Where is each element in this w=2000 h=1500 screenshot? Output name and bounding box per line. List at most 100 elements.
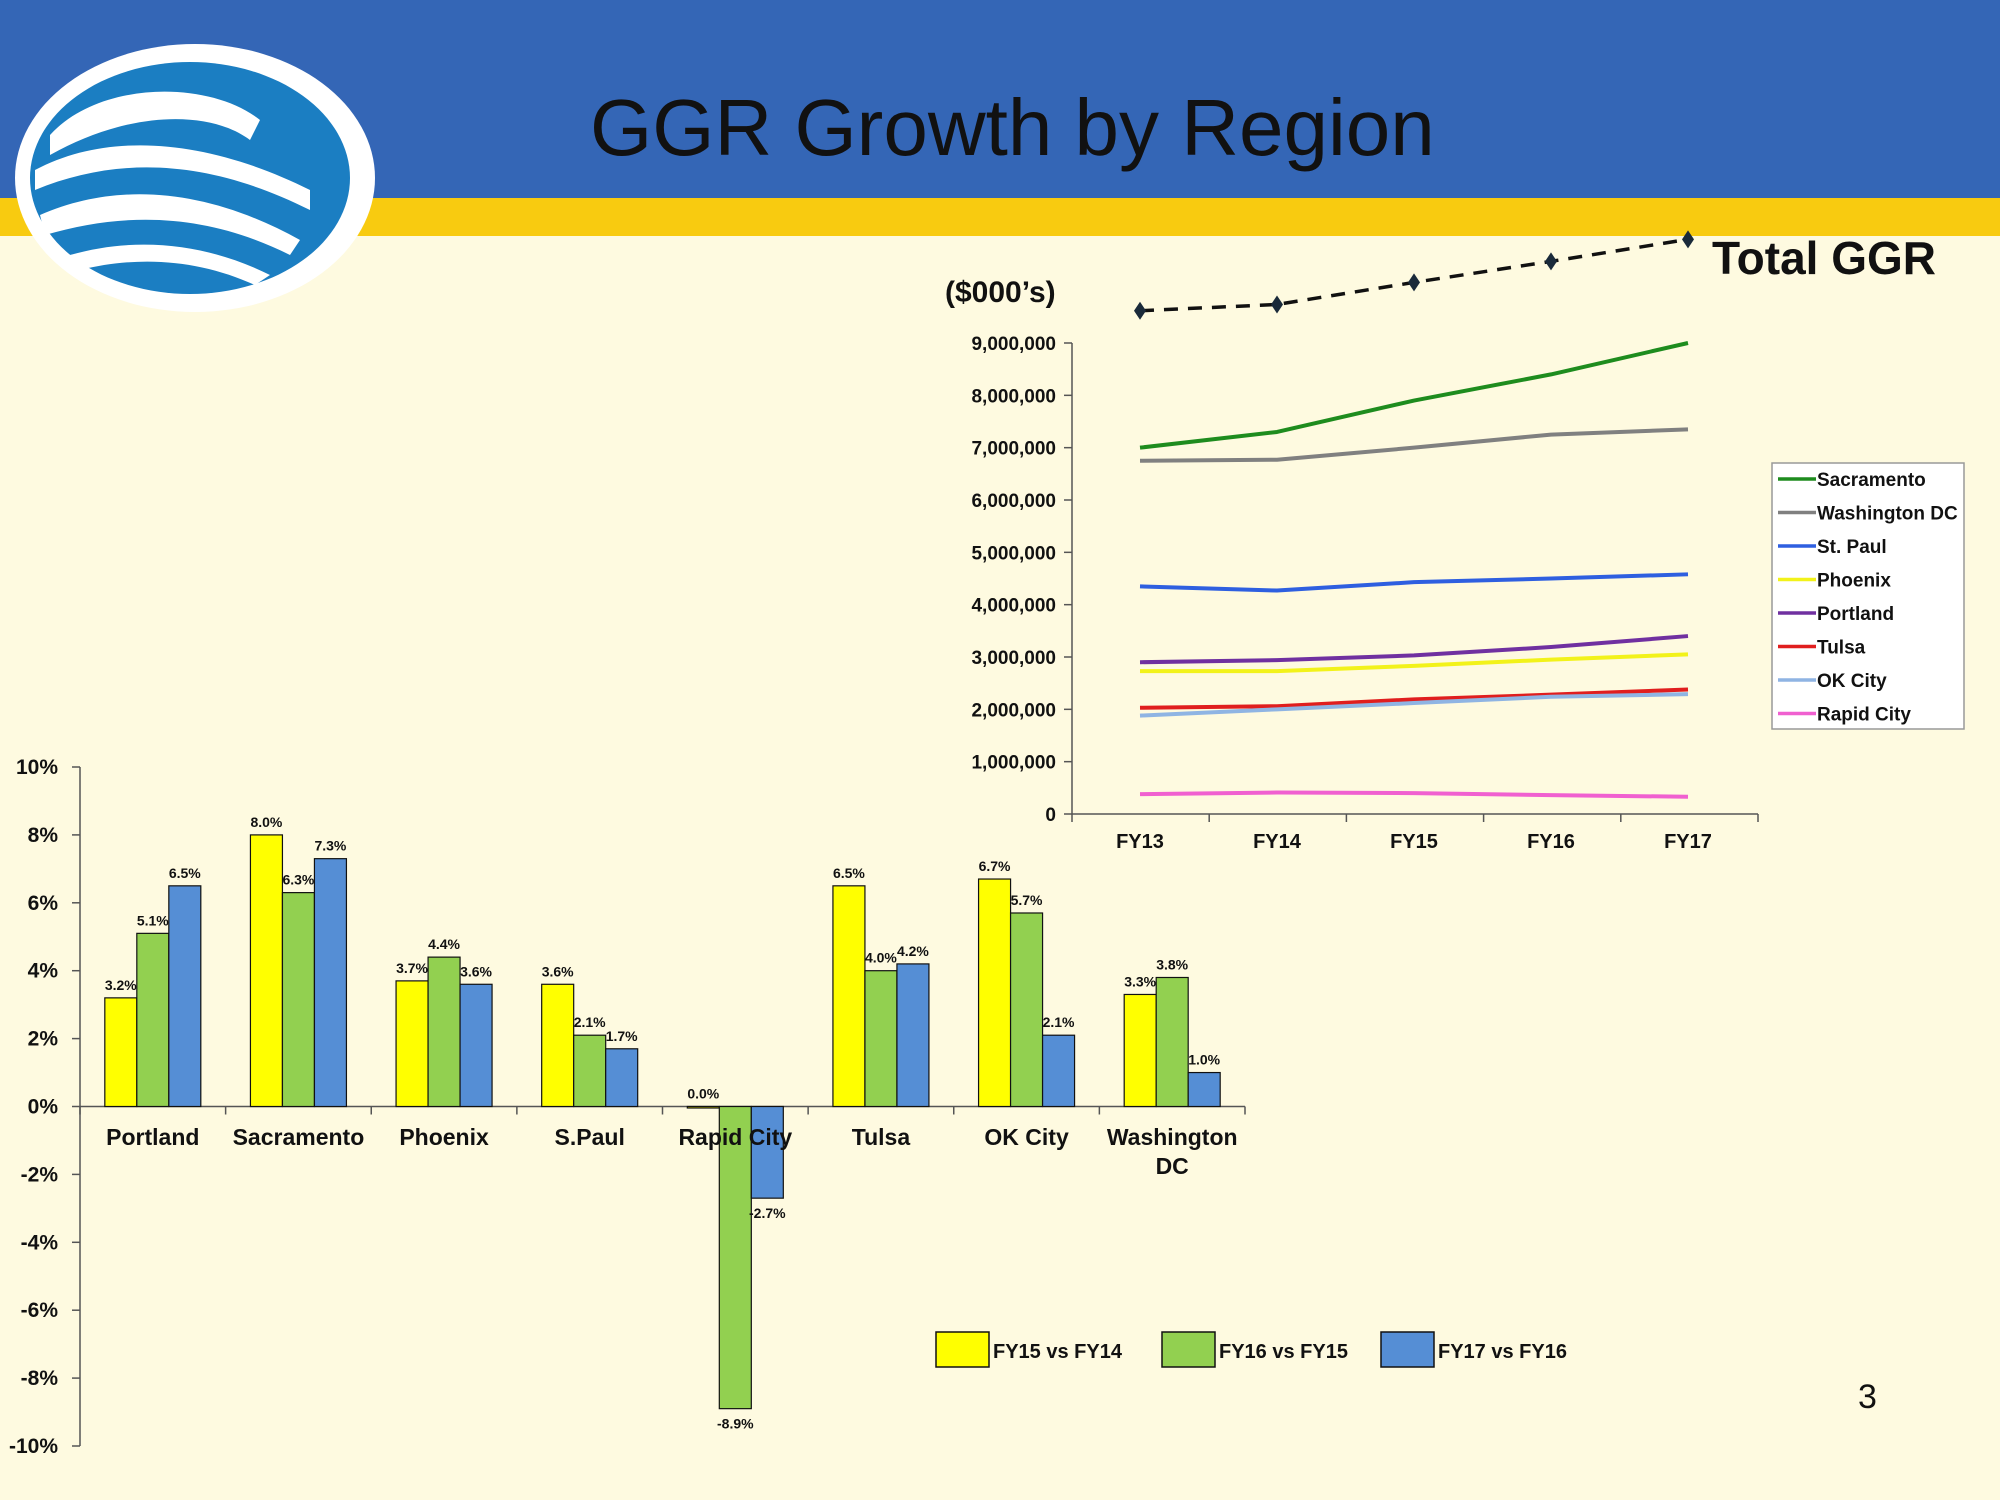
bar-data-label: 6.5%	[833, 865, 865, 881]
line-y-tick-label: 5,000,000	[971, 543, 1056, 564]
line-x-tick-label: FY15	[1390, 831, 1438, 853]
bar-data-label: 3.6%	[460, 963, 492, 979]
bar-data-label: 8.0%	[250, 814, 282, 830]
line-x-tick-label: FY13	[1116, 831, 1164, 853]
total-ggr-line-chart: 0 1,000,000 2,000,000 3,000,000 4,000,000 5,0…	[945, 230, 1965, 853]
bar-data-label: -8.9%	[717, 1416, 754, 1432]
line-y-tick-label: 9,000,000	[971, 334, 1056, 355]
bar-data-label: 1.0%	[1188, 1052, 1220, 1068]
bar-data-label: 3.8%	[1156, 956, 1188, 972]
line-y-tick-label: 8,000,000	[971, 386, 1056, 407]
bar-data-label: 2.1%	[574, 1014, 606, 1030]
bar-data-label: 4.4%	[428, 936, 460, 952]
bar-washington-dc-fy17-vs-fy16	[1187, 1071, 1221, 1108]
bar-data-label: -2.7%	[749, 1205, 786, 1221]
line-legend-label-phoenix: Phoenix	[1817, 571, 1891, 592]
bar-legend-label-fy15-vs-fy14: FY15 vs FY14	[993, 1341, 1123, 1363]
bar-s-paul-fy16-vs-fy15	[573, 1034, 607, 1108]
bar-data-label: 2.1%	[1043, 1014, 1075, 1030]
series-line-portland	[1139, 634, 1689, 665]
bar-portland-fy16-vs-fy15	[136, 932, 170, 1108]
bar-y-tick-label: 4%	[28, 960, 59, 983]
line-x-tick-label: FY17	[1664, 831, 1712, 853]
bar-data-label: 3.2%	[105, 977, 137, 993]
line-legend-label-rapid-city: Rapid City	[1817, 705, 1911, 726]
bar-data-label: 4.0%	[865, 950, 897, 966]
bar-data-label: 3.6%	[542, 963, 574, 979]
bar-rapid-city-fy17-vs-fy16	[750, 1105, 784, 1199]
bar-y-tick-label: 0%	[28, 1096, 59, 1119]
bar-data-label: 6.7%	[979, 858, 1011, 874]
bar-category-label: Rapid City	[678, 1124, 792, 1150]
bar-data-label: 5.7%	[1011, 892, 1043, 908]
series-line-tulsa	[1139, 687, 1689, 710]
line-legend-label-sacramento: Sacramento	[1817, 470, 1926, 491]
line-y-tick-label: 1,000,000	[971, 753, 1056, 774]
slide-title: GGR Growth by Region	[590, 83, 1435, 172]
series-line-rapid-city	[1139, 790, 1689, 799]
bar-y-tick-label: 2%	[28, 1028, 59, 1051]
bar-y-tick-label: 10%	[16, 756, 58, 779]
line-y-tick-label: 6,000,000	[971, 491, 1056, 512]
bar-category-label: Portland	[106, 1124, 199, 1150]
line-legend-label-ok-city: OK City	[1817, 671, 1887, 692]
bar-legend-label-fy16-vs-fy15: FY16 vs FY15	[1219, 1341, 1348, 1363]
series-line-washington-dc	[1139, 427, 1689, 463]
total-ggr-marker	[1682, 230, 1694, 249]
bar-category-label: Phoenix	[399, 1124, 489, 1150]
bar-ok-city-fy17-vs-fy16	[1041, 1034, 1076, 1108]
bar-ok-city-fy16-vs-fy15	[1009, 912, 1044, 1108]
line-y-tick-label: 3,000,000	[971, 648, 1056, 669]
bar-category-label: DC	[1156, 1153, 1189, 1179]
series-line-st-paul	[1139, 572, 1689, 593]
bar-data-label: 0.0%	[687, 1086, 719, 1102]
total-ggr-marker	[1271, 295, 1283, 314]
bar-portland-fy15-vs-fy14	[104, 997, 138, 1108]
line-y-tick-label: 0	[1045, 805, 1056, 826]
line-y-tick-label: 7,000,000	[971, 439, 1056, 460]
bar-tulsa-fy16-vs-fy15	[864, 970, 898, 1108]
bar-data-label: 6.3%	[282, 872, 314, 888]
bar-data-label: 3.3%	[1124, 973, 1156, 989]
bar-legend-label-fy17-vs-fy16: FY17 vs FY16	[1438, 1341, 1567, 1363]
line-y-axis-label: ($000’s)	[945, 276, 1056, 309]
total-ggr-marker	[1408, 273, 1420, 292]
bar-y-tick-label: -2%	[21, 1163, 59, 1186]
bar-tulsa-fy15-vs-fy14	[832, 885, 866, 1108]
bar-sacramento-fy15-vs-fy14	[249, 834, 284, 1108]
bar-data-label: 1.7%	[606, 1028, 638, 1044]
bar-s-paul-fy15-vs-fy14	[541, 983, 575, 1108]
bar-y-tick-label: 6%	[28, 892, 59, 915]
bar-legend-swatch-fy15-vs-fy14	[935, 1331, 990, 1368]
bar-sacramento-fy16-vs-fy15	[281, 892, 316, 1108]
line-legend-label-washington-dc: Washington DC	[1817, 504, 1958, 525]
bar-y-tick-label: 8%	[28, 824, 59, 847]
series-line-ok-city	[1139, 692, 1689, 718]
growth-bar-chart: -10% -8% -6% -4% -2% 0% 2% 4% 6% 8% 10% 3.2% 5.1% 6.5…	[9, 756, 1567, 1458]
bar-tulsa-fy17-vs-fy16	[896, 963, 930, 1108]
total-ggr-marker	[1134, 301, 1146, 320]
bar-phoenix-fy15-vs-fy14	[395, 980, 429, 1108]
bar-data-label: 7.3%	[314, 838, 346, 854]
line-legend-label-portland: Portland	[1817, 604, 1894, 625]
bar-data-label: 3.7%	[396, 960, 428, 976]
bar-category-label: OK City	[984, 1124, 1069, 1150]
bar-legend-swatch-fy16-vs-fy15	[1161, 1331, 1216, 1368]
line-x-tick-label: FY16	[1527, 831, 1575, 853]
bar-y-tick-label: -8%	[21, 1367, 59, 1390]
line-legend-label-tulsa: Tulsa	[1817, 638, 1866, 659]
series-line-phoenix	[1140, 652, 1689, 674]
bar-y-tick-label: -4%	[21, 1231, 59, 1254]
bar-s-paul-fy17-vs-fy16	[605, 1048, 639, 1108]
bar-data-label: 5.1%	[137, 912, 169, 928]
line-y-tick-label: 4,000,000	[971, 596, 1056, 617]
total-ggr-marker	[1545, 252, 1557, 271]
bar-rapid-city-fy16-vs-fy15	[718, 1105, 752, 1410]
bar-phoenix-fy16-vs-fy15	[427, 956, 461, 1108]
line-x-tick-label: FY14	[1253, 831, 1302, 853]
wave-bird-logo-icon	[10, 40, 380, 325]
bar-legend-swatch-fy17-vs-fy16	[1380, 1331, 1435, 1368]
bar-y-tick-label: -6%	[21, 1299, 59, 1322]
bar-washington-dc-fy15-vs-fy14	[1123, 993, 1157, 1108]
